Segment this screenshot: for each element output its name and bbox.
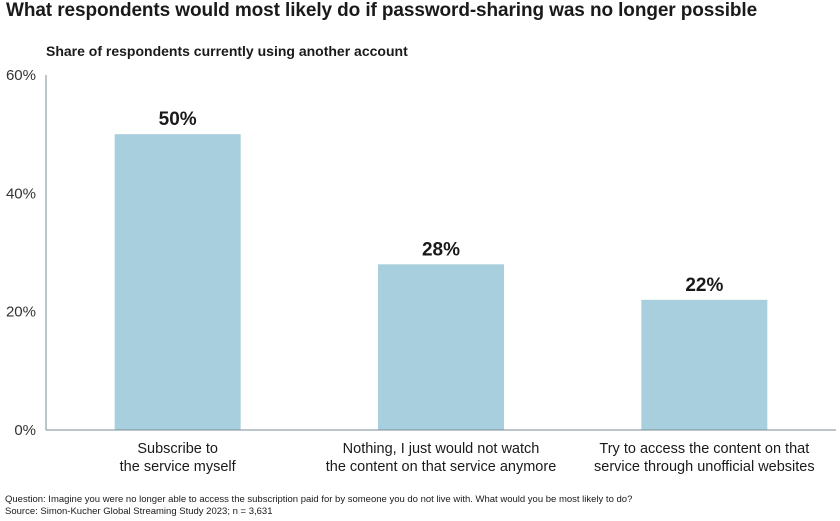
footer-question: Question: Imagine you were no longer abl… — [5, 494, 633, 505]
data-label: 50% — [159, 109, 197, 130]
chart-title: What respondents would most likely do if… — [6, 0, 758, 21]
category-label: Nothing, I just would not watch — [343, 441, 540, 457]
category-label: Subscribe to — [137, 441, 218, 457]
category-label: the service myself — [120, 459, 237, 475]
data-labels: 50% 28% 22% — [159, 109, 724, 296]
y-tick-label: 0% — [14, 422, 36, 439]
data-label: 28% — [422, 239, 460, 260]
category-label: Try to access the content on that — [599, 441, 809, 457]
bar — [641, 299, 768, 430]
category-label: the content on that service anymore — [326, 459, 557, 475]
footer-source: Source: Simon-Kucher Global Streaming St… — [5, 506, 273, 517]
bar — [378, 264, 504, 430]
bar — [114, 134, 241, 430]
bars — [114, 134, 768, 430]
category-label: service through unofficial websites — [594, 459, 815, 475]
category-labels: Subscribe to the service myself Nothing, I… — [120, 441, 815, 475]
y-tick-label: 40% — [6, 185, 36, 202]
y-tick-label: 20% — [6, 304, 36, 321]
chart-subtitle: Share of respondents currently using ano… — [46, 43, 408, 59]
data-label: 22% — [685, 275, 723, 296]
y-axis-ticks: 0% 20% 40% 60% — [6, 67, 36, 439]
y-tick-label: 60% — [6, 67, 36, 84]
